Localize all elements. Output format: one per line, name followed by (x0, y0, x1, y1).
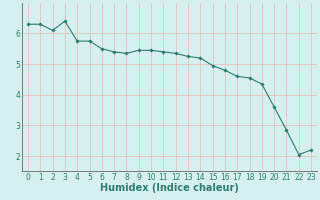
X-axis label: Humidex (Indice chaleur): Humidex (Indice chaleur) (100, 183, 239, 193)
